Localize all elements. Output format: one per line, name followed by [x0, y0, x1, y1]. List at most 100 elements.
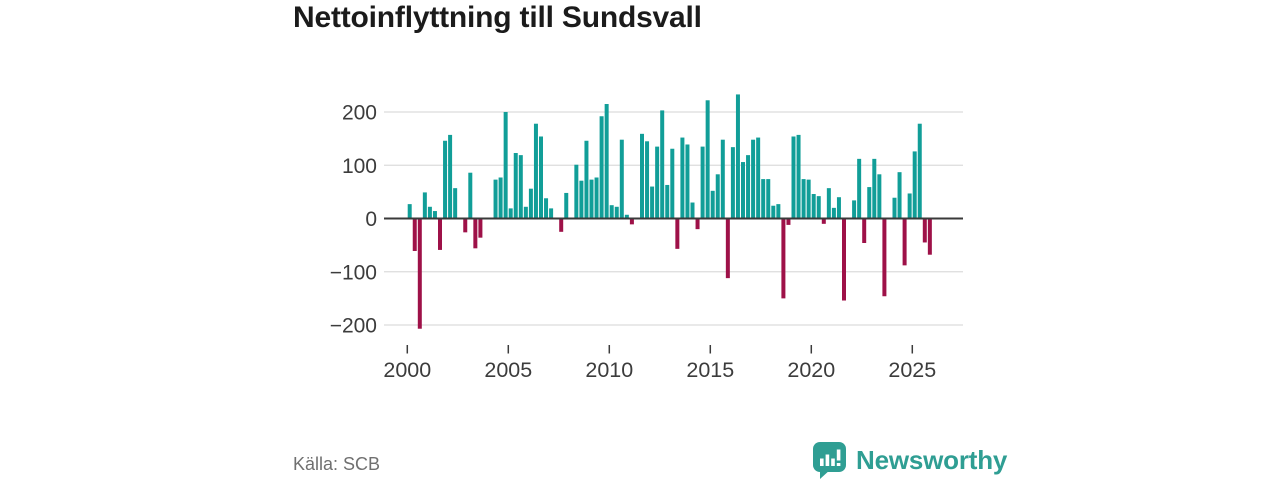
x-tick-label-2000: 2000 [383, 358, 431, 382]
bar-2015Q1 [710, 190, 715, 219]
bar-2001Q3 [438, 218, 442, 250]
bar-2001Q1 [427, 206, 432, 219]
bar-2009Q1 [589, 179, 594, 219]
bar-chart: 200 100 0 −100 −200 2000 2005 2010 2015 2020 2025 [330, 80, 1010, 392]
bar-2017Q1 [751, 139, 756, 219]
y-tick-label--100: −100 [330, 261, 377, 284]
bar-2020Q3 [821, 218, 826, 224]
bar-2005Q4 [523, 206, 528, 219]
bar-2019Q3 [801, 179, 806, 219]
bar-2003Q3 [478, 218, 483, 238]
bar-2003Q2 [473, 218, 478, 249]
bar-2004Q3 [498, 177, 503, 219]
bar-2008Q4 [584, 140, 589, 219]
bar-2014Q2 [695, 218, 700, 230]
bar-2011Q1 [629, 218, 634, 225]
bar-2009Q3 [599, 116, 604, 219]
bar-2025Q2 [917, 123, 922, 219]
bar-2007Q3 [559, 218, 564, 232]
bar-2018Q3 [781, 218, 786, 299]
bar-2002Q1 [448, 134, 453, 219]
bar-2024Q1 [892, 197, 897, 219]
bar-2012Q3 [660, 110, 665, 219]
bar-2014Q4 [705, 100, 710, 219]
bar-2017Q3 [761, 179, 766, 219]
bar-2020Q4 [826, 188, 831, 219]
bar-2009Q2 [594, 177, 599, 219]
x-tick-label-2025: 2025 [888, 358, 936, 382]
chart-title: Nettoinflyttning till Sundsvall [293, 1, 702, 34]
bar-2012Q4 [665, 184, 670, 219]
y-tick-label--200: −200 [330, 315, 377, 338]
bar-2025Q1 [912, 151, 917, 219]
bar-2002Q4 [463, 218, 468, 233]
bar-2023Q1 [872, 158, 877, 219]
bar-2025Q4 [927, 218, 932, 255]
bar-2016Q3 [741, 162, 745, 219]
bar-2013Q4 [685, 144, 690, 219]
bar-2007Q1 [549, 208, 554, 219]
y-tick-label-200: 200 [342, 102, 377, 125]
bar-2005Q2 [513, 153, 518, 219]
newsworthy-wordmark: Newsworthy [856, 445, 1008, 475]
bar-2000Q2 [412, 218, 417, 251]
bar-2013Q2 [675, 218, 680, 249]
bar-2022Q2 [857, 158, 862, 219]
bar-2012Q2 [655, 146, 660, 219]
bar-2005Q1 [508, 208, 513, 219]
bar-2020Q1 [811, 194, 816, 219]
source-label: Källa: SCB [293, 454, 381, 474]
bar-2018Q2 [776, 204, 781, 219]
bar-2022Q3 [862, 218, 867, 243]
bar-2015Q3 [720, 139, 725, 219]
bar-2004Q2 [493, 179, 498, 219]
bar-2024Q2 [897, 172, 902, 219]
bar-2017Q4 [766, 179, 771, 219]
bar-2010Q1 [609, 205, 614, 219]
bar-2024Q4 [907, 193, 912, 219]
x-tick-label-2015: 2015 [686, 358, 734, 382]
bar-2010Q2 [614, 206, 619, 219]
bar-2004Q4 [503, 112, 508, 219]
y-tick-label-100: 100 [342, 155, 377, 178]
x-tick-label-2020: 2020 [787, 358, 835, 382]
bar-2017Q2 [756, 137, 761, 219]
bar-2016Q1 [730, 147, 735, 219]
bar-2008Q3 [579, 180, 584, 219]
bar-2000Q4 [422, 192, 427, 219]
bar-2012Q1 [650, 186, 655, 219]
bar-2022Q1 [852, 200, 857, 219]
bar-2001Q4 [443, 140, 448, 219]
bar-2020Q2 [816, 196, 821, 219]
bar-2019Q4 [806, 179, 811, 219]
bar-2014Q1 [690, 202, 695, 219]
bar-2019Q1 [791, 136, 796, 219]
bar-2010Q3 [619, 139, 624, 219]
bar-2021Q2 [836, 197, 841, 219]
bar-2007Q4 [564, 192, 569, 219]
bar-2010Q4 [624, 214, 629, 219]
bar-2006Q4 [544, 198, 549, 219]
bar-2008Q2 [574, 164, 579, 219]
bar-2013Q1 [670, 148, 675, 219]
bar-2016Q4 [746, 155, 751, 219]
bar-2002Q2 [453, 188, 458, 219]
bar-2006Q3 [539, 136, 543, 219]
newsworthy-icon [813, 442, 846, 479]
bar-2003Q1 [468, 172, 473, 219]
bar-2005Q3 [518, 155, 523, 219]
bar-2015Q2 [715, 174, 720, 219]
bar-2009Q4 [604, 104, 609, 219]
bar-2018Q1 [771, 205, 776, 219]
bar-2025Q3 [922, 218, 927, 243]
bar-2013Q3 [680, 137, 685, 219]
bar-2006Q2 [533, 123, 538, 219]
bar-2019Q2 [796, 134, 801, 219]
bar-2006Q1 [528, 188, 533, 219]
bar-2001Q2 [432, 211, 437, 219]
newsworthy-logo: Newsworthy [812, 441, 1007, 480]
bar-2023Q3 [882, 218, 887, 297]
y-tick-label-0: 0 [365, 208, 377, 231]
bar-2014Q3 [700, 146, 705, 219]
